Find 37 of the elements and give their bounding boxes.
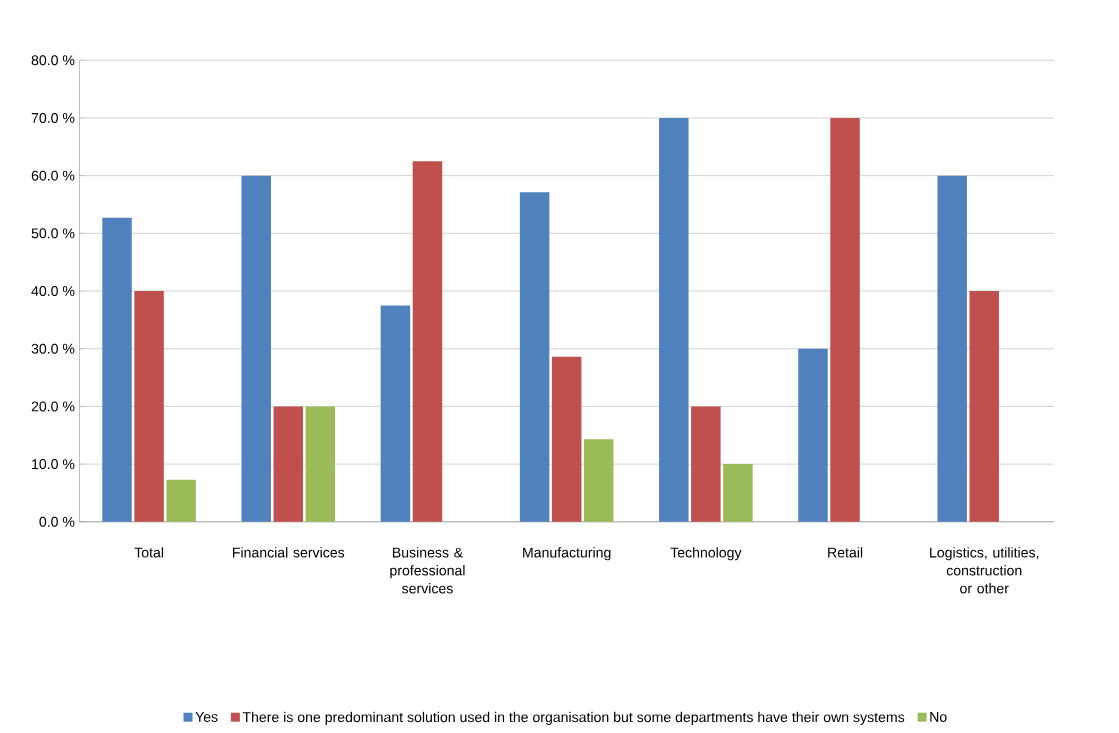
y-tick-label: 40.0 % [31,285,75,296]
legend-label: Yes [195,711,218,722]
bar [723,463,753,522]
y-tick-label: 10.0 % [32,458,75,469]
bar [691,406,721,522]
bar [830,117,860,522]
bar [241,175,271,522]
y-tick-label: 20.0 % [31,401,75,412]
bar [937,175,967,522]
x-tick-label: Manufacturing [523,547,611,561]
x-tick-label: Logistics, utilities, construction or other [930,547,1039,594]
y-tick-label: 80.0 % [31,55,75,66]
bar [412,161,443,522]
x-tick-label: Total [134,547,164,558]
bar [798,348,828,522]
bar [380,305,411,522]
bar [551,356,582,522]
bar [134,290,164,522]
bar [305,406,336,522]
bar [102,217,132,522]
legend-label: There is one predominant solution used in the organisation but some departments have their own systems [242,711,905,725]
y-tick-label: 30.0 % [31,343,75,354]
bar [969,290,999,522]
x-tick-label: Business & professional services [390,547,465,594]
y-tick-label: 50.0 % [31,228,75,239]
bar [166,479,196,522]
x-tick-label: Retail [828,547,863,558]
bar [659,117,689,522]
bar [583,439,614,522]
bar [519,192,550,522]
bar [273,406,304,522]
x-tick-label: Financial services [233,547,345,558]
x-tick-label: Technology [670,547,742,561]
y-tick-label: 70.0 % [31,112,75,123]
y-tick-label: 60.0 % [31,170,75,181]
y-tick-label: 0.0 % [39,516,75,527]
legend-label: No [930,711,947,722]
